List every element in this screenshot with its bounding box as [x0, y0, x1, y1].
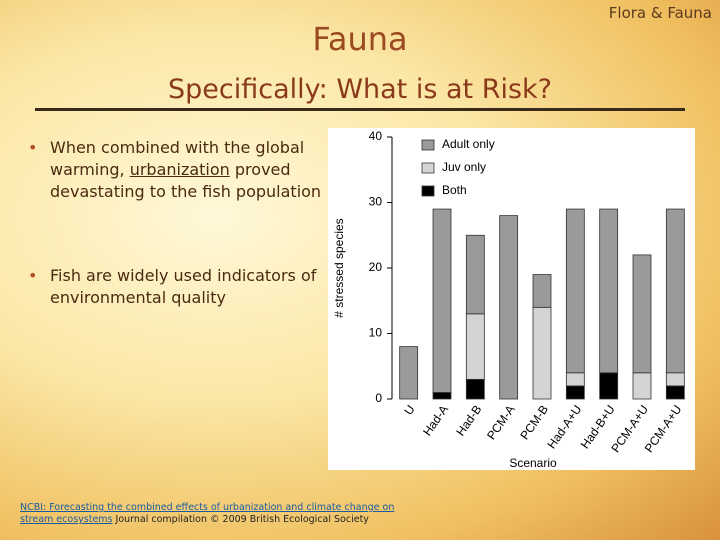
bar-segment [465, 313, 485, 380]
legend-label: Both [442, 183, 467, 197]
bar-segment [532, 306, 552, 400]
bar-segment [465, 378, 485, 400]
legend-swatch [421, 139, 435, 151]
y-tick-label: 40 [369, 129, 383, 143]
bar-segment [432, 392, 452, 400]
bullet-text: Fish are widely used indicators of envir… [50, 266, 317, 307]
y-tick-label: 20 [369, 260, 383, 274]
bar-segment [565, 385, 585, 400]
bullet-text: When combined with the global warming, [50, 138, 305, 179]
legend-swatch [421, 162, 435, 174]
slide-subtitle: Specifically: What is at Risk? [167, 74, 552, 105]
bar-segment [665, 208, 685, 374]
bullet: Fish are widely used indicators of envir… [28, 265, 323, 309]
footer-link[interactable]: NCBI: Forecasting the combined effects o… [20, 502, 395, 525]
footer-text: Journal compilation © 2009 British Ecolo… [112, 514, 369, 525]
bar-segment [599, 372, 619, 400]
legend-label: Juv only [442, 160, 486, 174]
legend-swatch [421, 185, 435, 197]
bar-segment [632, 372, 652, 400]
bar-segment [399, 346, 419, 400]
footer: NCBI: Forecasting the combined effects o… [20, 502, 400, 526]
bar-segment [565, 372, 585, 387]
y-tick-label: 30 [369, 195, 383, 209]
bar-segment [565, 208, 585, 374]
bullet-link[interactable]: urbanization [129, 160, 230, 179]
bar-segment [665, 385, 685, 400]
y-tick-label: 10 [369, 326, 383, 340]
corner-label: Flora & Fauna [608, 4, 712, 22]
bar-segment [432, 208, 452, 393]
x-axis-label: Scenario [509, 456, 557, 470]
bar-segment [532, 274, 552, 308]
y-tick-label: 0 [375, 391, 382, 405]
bar-segment [465, 234, 485, 315]
bar-segment [665, 372, 685, 387]
slide-title: Fauna [312, 20, 408, 58]
rule [35, 108, 685, 111]
bar-segment [599, 208, 619, 374]
bullet: When combined with the global warming, u… [28, 137, 323, 203]
bar-segment [499, 215, 519, 400]
y-axis-label: # stressed species [332, 218, 346, 317]
bar-segment [632, 254, 652, 374]
bullet-text: proved devastating to the fish populatio… [50, 160, 322, 201]
legend-label: Adult only [442, 137, 495, 151]
